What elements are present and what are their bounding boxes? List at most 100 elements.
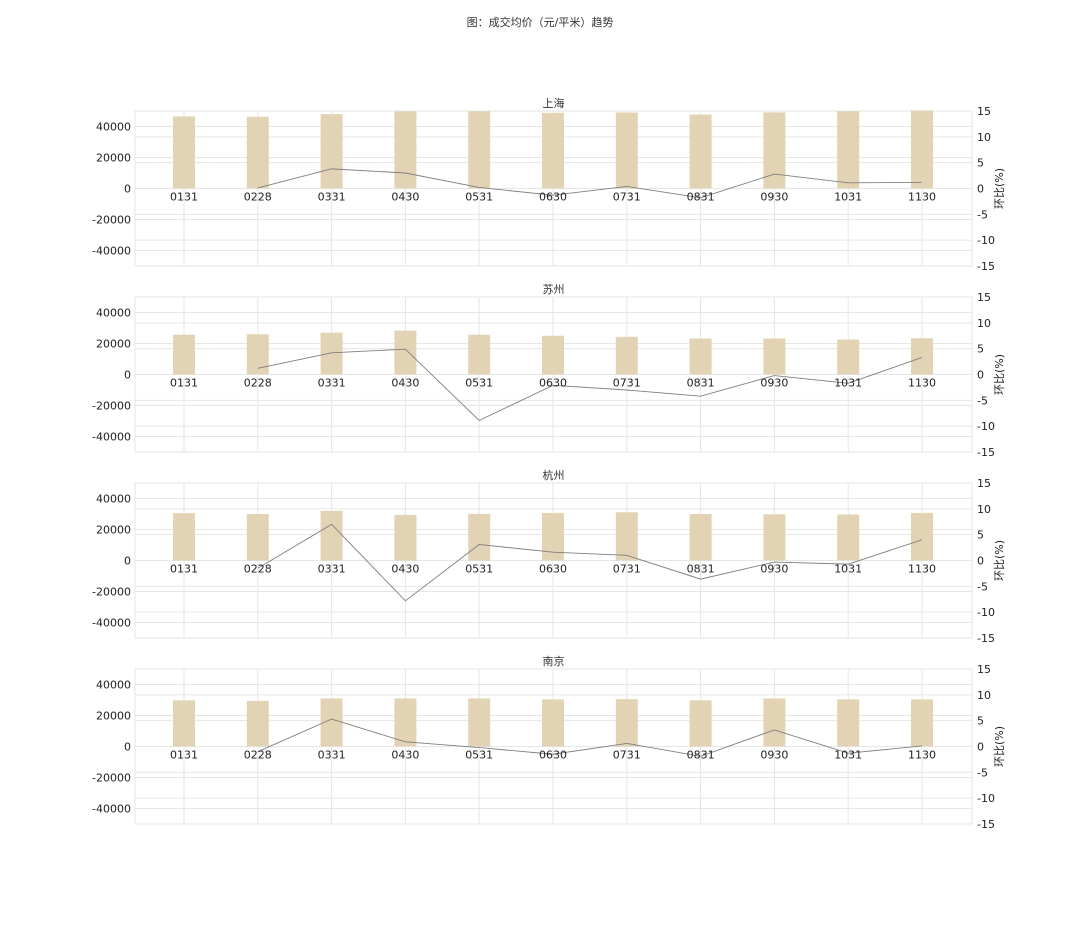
bar: [837, 111, 860, 189]
y-tick-label-right: 5: [977, 529, 984, 542]
y-tick-label-left: -20000: [92, 586, 131, 599]
bar: [689, 114, 712, 189]
y-tick-label-left: -40000: [92, 803, 131, 816]
panel-title: 杭州: [543, 468, 565, 482]
x-tick-label: 0930: [760, 563, 788, 576]
bar: [468, 698, 491, 747]
bar: [320, 510, 343, 561]
y-tick-label-left: 20000: [96, 152, 131, 165]
y-tick-label-right: -5: [977, 208, 988, 221]
y-tick-label-left: 40000: [96, 121, 131, 134]
x-tick-label: 0731: [613, 377, 641, 390]
y-tick-label-left: -20000: [92, 214, 131, 227]
x-tick-label: 0430: [391, 191, 419, 204]
y-tick-label-right: 15: [977, 663, 991, 676]
y-tick-label-left: 0: [124, 369, 131, 382]
bar: [542, 112, 564, 189]
x-tick-label: 0930: [760, 377, 788, 390]
x-tick-label: 1130: [908, 749, 936, 762]
x-tick-label: 0630: [539, 191, 567, 204]
chart-panel-hangzhou: 杭州 0131 0228 0331 0430 0531 0630 0731 0831 0930 10…: [92, 468, 1006, 645]
chart-panel-shanghai: 上海 0131 0228 0331 0430 0531 0630 0731 0831 0930 10…: [92, 96, 1006, 273]
y-tick-label-right: -5: [977, 394, 988, 407]
y2-axis-label: 环比(%): [993, 540, 1006, 581]
mom-line: [257, 523, 923, 602]
y-tick-label-right: 0: [977, 183, 984, 196]
panel-title: 南京: [543, 654, 565, 668]
x-tick-label: 0930: [760, 191, 788, 204]
x-tick-label: 0831: [687, 563, 715, 576]
x-tick-label: 0131: [170, 749, 198, 762]
panel-title: 上海: [543, 96, 565, 110]
bar: [837, 699, 860, 747]
bar: [763, 338, 786, 375]
bar: [911, 699, 933, 747]
x-tick-label: 0228: [244, 749, 272, 762]
bar: [615, 112, 638, 189]
bar: [837, 514, 860, 561]
y-tick-label-right: 15: [977, 291, 991, 304]
x-tick-label: 0630: [539, 749, 567, 762]
y-tick-label-right: 0: [977, 741, 984, 754]
mom-line: [257, 168, 923, 199]
y-tick-label-right: -15: [977, 818, 995, 831]
x-tick-label: 1130: [908, 191, 936, 204]
y-tick-label-left: 40000: [96, 307, 131, 320]
bar: [173, 700, 195, 747]
bar: [911, 512, 933, 561]
x-tick-label: 0331: [318, 563, 346, 576]
x-tick-label: 0531: [465, 191, 493, 204]
y-tick-label-left: 0: [124, 741, 131, 754]
bar: [837, 339, 860, 375]
bar: [173, 334, 195, 375]
x-tick-label: 0131: [170, 563, 198, 576]
y-tick-label-left: 40000: [96, 679, 131, 692]
bar: [246, 116, 269, 189]
panel-title: 苏州: [543, 283, 565, 296]
x-tick-label: 1031: [834, 377, 862, 390]
y-tick-label-right: 0: [977, 369, 984, 382]
bar: [542, 699, 564, 747]
bar: [689, 338, 712, 375]
x-tick-label: 0228: [244, 563, 272, 576]
x-tick-label: 0228: [244, 191, 272, 204]
y-tick-label-right: 15: [977, 105, 991, 118]
bar: [468, 111, 491, 189]
x-tick-label: 0831: [687, 749, 715, 762]
x-tick-label: 0630: [539, 563, 567, 576]
chart-panel-nanjing: 南京 0131 0228 0331 0430 0531 0630 0731 0831 0930 10…: [92, 654, 1006, 831]
chart-panel-suzhou: 苏州 0131 0228 0331 0430 0531 0630 0731 0831 0930 10…: [92, 283, 1006, 459]
bar: [246, 700, 269, 747]
x-tick-label: 0331: [318, 749, 346, 762]
y2-axis-label: 环比(%): [993, 726, 1006, 767]
y-tick-label-left: -40000: [92, 617, 131, 630]
x-tick-label: 0831: [687, 377, 715, 390]
bar: [246, 334, 269, 375]
y-tick-label-right: 10: [977, 131, 991, 144]
x-tick-label: 0531: [465, 377, 493, 390]
y-tick-label-right: 15: [977, 477, 991, 490]
x-tick-label: 0131: [170, 191, 198, 204]
y-tick-label-left: -20000: [92, 400, 131, 413]
x-tick-label: 0531: [465, 749, 493, 762]
y-tick-label-right: -5: [977, 580, 988, 593]
y-tick-label-right: -15: [977, 446, 995, 459]
y-tick-label-left: -40000: [92, 431, 131, 444]
x-tick-label: 1031: [834, 749, 862, 762]
bar: [763, 112, 786, 189]
y-tick-label-right: -5: [977, 766, 988, 779]
bar: [320, 332, 343, 375]
y-tick-label-right: 10: [977, 317, 991, 330]
y-tick-label-right: -10: [977, 606, 995, 619]
y-tick-label-right: -10: [977, 792, 995, 805]
y-tick-label-left: 0: [124, 183, 131, 196]
bar: [542, 512, 564, 561]
y2-axis-label: 环比(%): [993, 354, 1006, 395]
x-tick-label: 0331: [318, 191, 346, 204]
x-tick-label: 1130: [908, 563, 936, 576]
y-tick-label-right: 0: [977, 555, 984, 568]
y-tick-label-right: 10: [977, 503, 991, 516]
bar: [173, 116, 195, 189]
bar: [763, 514, 786, 561]
y-tick-label-right: -10: [977, 234, 995, 247]
